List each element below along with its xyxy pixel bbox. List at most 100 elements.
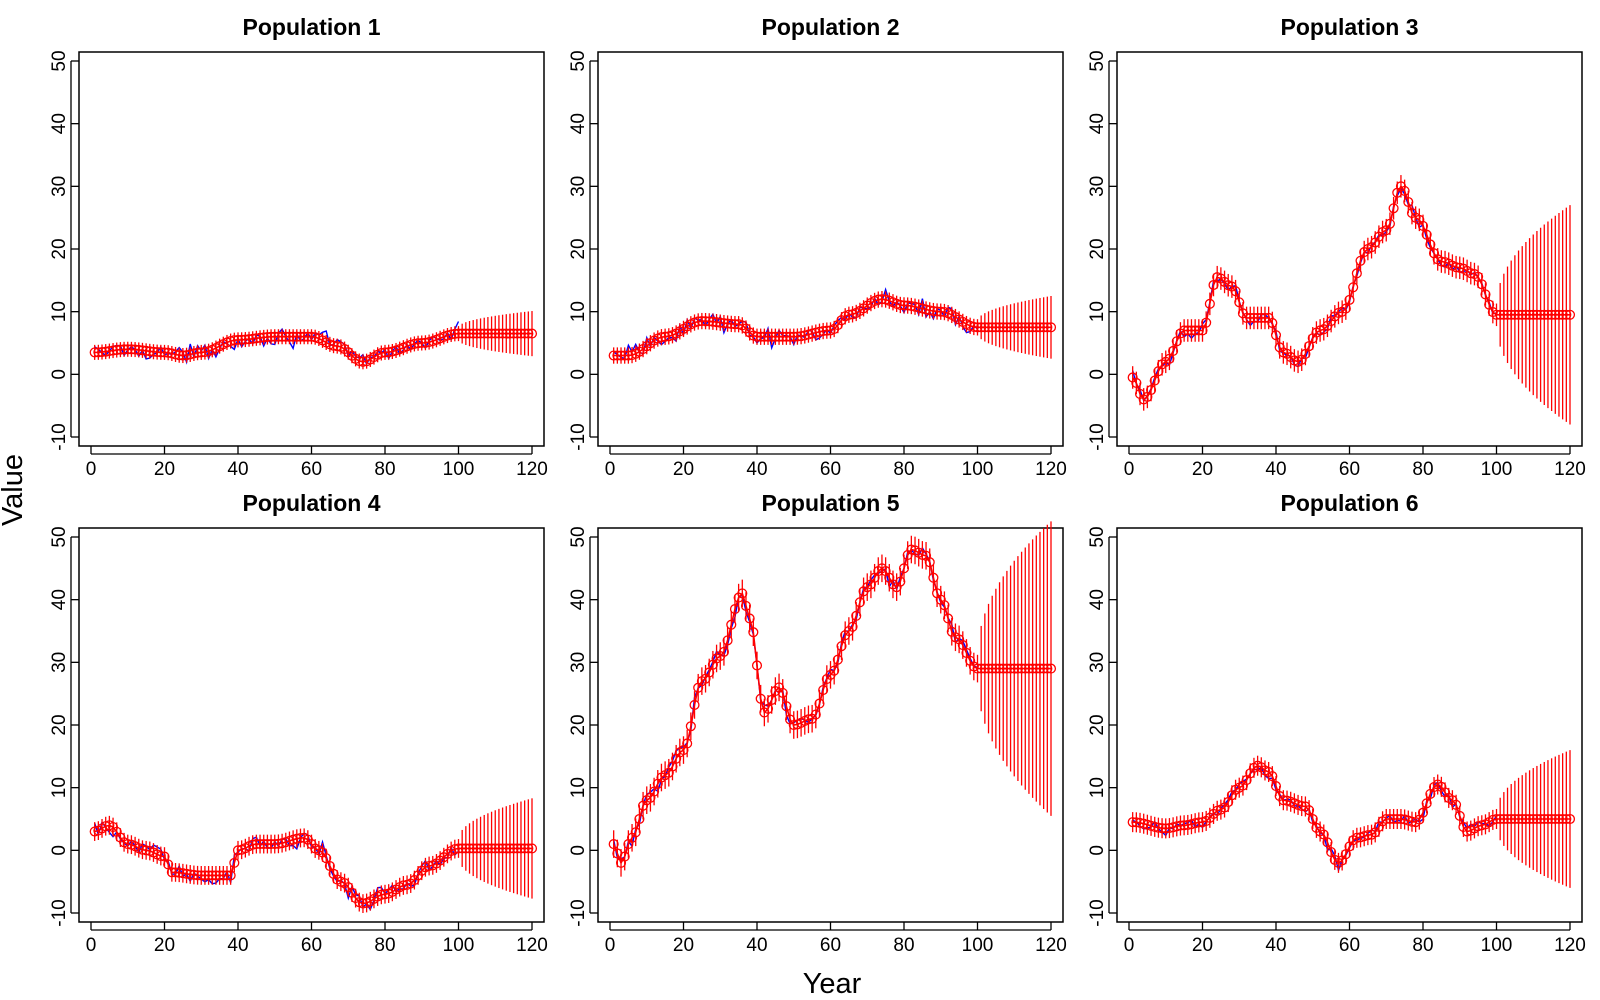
fitted-point	[277, 331, 288, 342]
fitted-point	[221, 870, 233, 881]
x-tick-label: 80	[1412, 459, 1433, 480]
forecast-point	[1531, 309, 1542, 320]
fitted-point	[163, 347, 174, 358]
fitted-point	[295, 832, 306, 844]
x-tick-label: 100	[962, 935, 994, 956]
fitted-point	[354, 355, 365, 367]
fitted-point	[755, 331, 766, 342]
fitted-point	[1230, 286, 1241, 297]
fitted-point	[814, 326, 825, 337]
fitted-point	[685, 721, 696, 732]
y-tick-label: 40	[568, 589, 589, 610]
x-tick-label: 80	[374, 935, 395, 956]
forecast-point	[1535, 309, 1546, 320]
panel-title: Population 4	[243, 490, 381, 516]
fitted-point	[328, 340, 339, 351]
x-tick-label: 120	[516, 935, 548, 956]
fitted-point	[1127, 817, 1138, 828]
fitted-point	[1149, 375, 1160, 386]
x-tick-label: 40	[746, 935, 767, 956]
fitted-point	[284, 331, 295, 342]
forecast-point	[994, 322, 1005, 333]
fitted-point	[770, 331, 781, 342]
fitted-point	[696, 316, 707, 327]
fitted-point	[100, 821, 111, 832]
fitted-point	[383, 347, 394, 358]
fitted-point	[1182, 819, 1193, 831]
fitted-point	[126, 344, 137, 355]
fitted-point	[122, 839, 133, 850]
fitted-point	[744, 613, 755, 624]
fitted-point	[306, 331, 317, 342]
fitted-point	[1164, 823, 1175, 834]
y-tick-label: 10	[1087, 777, 1108, 798]
fitted-point	[932, 306, 943, 317]
panel-title: Population 6	[1281, 490, 1419, 516]
fitted-point	[357, 356, 369, 367]
x-tick-label: 60	[820, 459, 841, 480]
fitted-point	[781, 331, 792, 342]
forecast-point	[1564, 813, 1576, 825]
fitted-point	[1134, 817, 1146, 828]
fitted-point	[240, 334, 251, 345]
fitted-point	[247, 333, 258, 344]
fitted-point	[1384, 218, 1395, 229]
y-tick-label: 0	[49, 369, 70, 380]
forecast-point	[1517, 309, 1528, 320]
fitted-point	[1263, 312, 1274, 323]
fitted-point	[376, 889, 387, 900]
plot-frame	[1116, 51, 1583, 447]
fitted-point	[1270, 330, 1282, 341]
fitted-point	[1245, 312, 1256, 323]
x-tick-label: 120	[1554, 459, 1586, 480]
forecast-point	[1524, 813, 1535, 825]
y-tick-label: 0	[568, 369, 589, 380]
forecast-point	[1495, 309, 1506, 320]
fitted-point	[1388, 203, 1399, 214]
panel-title: Population 5	[762, 490, 900, 516]
fitted-point	[115, 344, 126, 355]
y-tick-label: 10	[568, 301, 589, 322]
forecast-point	[479, 843, 490, 854]
fitted-point	[1344, 294, 1355, 305]
fitted-point	[729, 319, 740, 330]
fitted-point	[1421, 229, 1432, 240]
fitted-point	[199, 870, 210, 881]
forecast-point	[1016, 322, 1027, 333]
forecast-point	[460, 328, 471, 339]
fitted-point	[446, 329, 457, 340]
observed-series-line	[94, 820, 459, 911]
fitted-point	[682, 738, 693, 749]
forecast-point	[1023, 663, 1034, 674]
fitted-point	[152, 347, 163, 358]
fitted-point	[876, 294, 887, 305]
fitted-point	[1351, 268, 1362, 279]
x-tick-label: 100	[1481, 935, 1513, 956]
x-tick-label: 20	[673, 459, 694, 480]
fitted-point	[254, 332, 266, 343]
fitted-point	[1425, 239, 1436, 250]
y-tick-label: -10	[1087, 423, 1108, 450]
forecast-point	[1009, 663, 1020, 674]
fitted-point	[416, 337, 427, 349]
fitted-point	[726, 619, 737, 630]
y-tick-label: 10	[568, 777, 589, 798]
fitted-point	[810, 709, 821, 720]
fitted-point	[718, 318, 729, 329]
forecast-point	[468, 843, 479, 854]
fitted-point	[1149, 821, 1160, 832]
fitted-series-line	[94, 824, 459, 905]
forecast-point	[1034, 322, 1046, 333]
forecast-point	[1027, 322, 1038, 333]
y-tick-label: 40	[1087, 113, 1108, 134]
fitted-point	[141, 345, 152, 356]
forecast-point	[1005, 322, 1016, 333]
forecast-point	[464, 328, 475, 339]
fitted-point	[266, 331, 277, 342]
forecast-point	[1012, 322, 1023, 333]
fitted-point	[1417, 807, 1429, 818]
y-tick-label: 20	[568, 714, 589, 735]
forecast-point	[493, 328, 504, 339]
plot-frame	[78, 51, 545, 447]
fitted-point	[1473, 821, 1484, 832]
